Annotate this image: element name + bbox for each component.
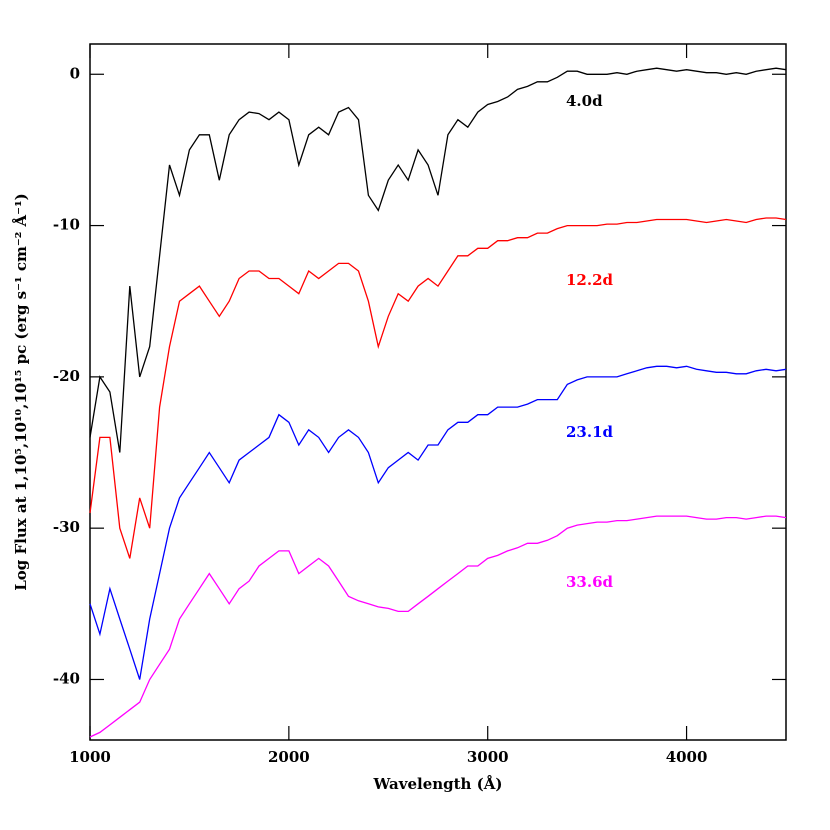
x-tick-label: 2000 — [268, 748, 310, 766]
y-tick-label: -20 — [53, 367, 80, 385]
y-axis-label: Log Flux at 1,10⁵,10¹⁰,10¹⁵ pc (erg s⁻¹ … — [12, 193, 30, 591]
spectrum-line — [89, 515, 787, 738]
series-label: 33.6d — [566, 573, 614, 591]
plot-frame — [89, 43, 787, 741]
x-axis-label: Wavelength (Å) — [372, 775, 502, 793]
series-label: 12.2d — [566, 271, 614, 289]
series-label: 4.0d — [566, 92, 603, 110]
spectrum-line — [89, 67, 787, 453]
y-tick-label: -30 — [53, 518, 80, 536]
y-tick-label: 0 — [70, 64, 80, 82]
x-tick-label: 3000 — [467, 748, 509, 766]
spectrum-line — [89, 217, 787, 559]
y-tick-label: -10 — [53, 216, 80, 234]
y-tick-label: -40 — [53, 669, 80, 687]
x-tick-label: 1000 — [69, 748, 111, 766]
x-tick-label: 4000 — [666, 748, 708, 766]
spectrum-line — [89, 365, 787, 680]
series-label: 23.1d — [566, 423, 614, 441]
